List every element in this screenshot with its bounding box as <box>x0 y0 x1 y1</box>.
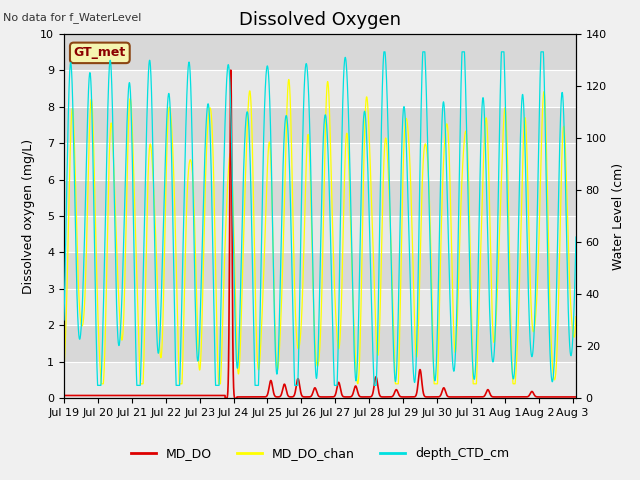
Bar <box>64 362 576 398</box>
Text: No data for f_WaterLevel: No data for f_WaterLevel <box>3 12 141 23</box>
Bar <box>64 70 576 107</box>
Y-axis label: Water Level (cm): Water Level (cm) <box>612 162 625 270</box>
Bar <box>64 289 576 325</box>
Bar <box>64 34 576 70</box>
Bar <box>64 180 576 216</box>
Legend: MD_DO, MD_DO_chan, depth_CTD_cm: MD_DO, MD_DO_chan, depth_CTD_cm <box>126 442 514 465</box>
Bar <box>64 143 576 180</box>
Bar <box>64 325 576 362</box>
Bar <box>64 107 576 143</box>
Text: GT_met: GT_met <box>74 47 126 60</box>
Bar <box>64 216 576 252</box>
Title: Dissolved Oxygen: Dissolved Oxygen <box>239 11 401 29</box>
Bar <box>64 252 576 289</box>
Y-axis label: Dissolved oxygen (mg/L): Dissolved oxygen (mg/L) <box>22 138 35 294</box>
